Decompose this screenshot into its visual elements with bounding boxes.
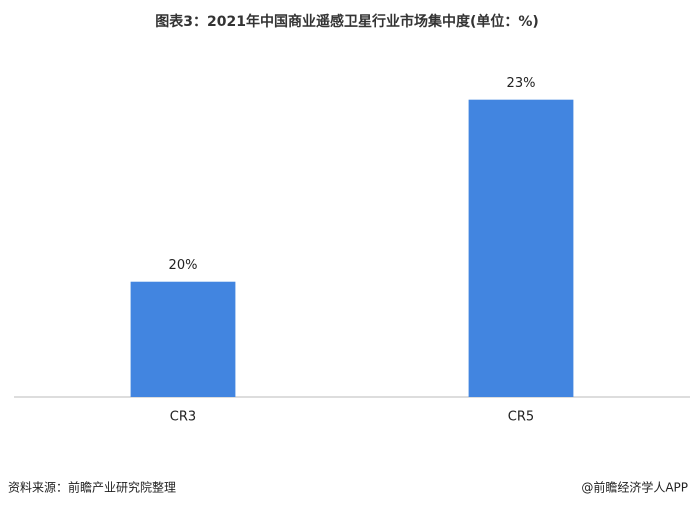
value-label: 23% [507,76,536,91]
credit: @前瞻经济学人APP [581,480,688,495]
x-tick-label: CR3 [170,410,196,425]
bar [468,99,574,397]
value-label: 20% [169,258,198,273]
x-tick-label: CR5 [508,410,534,425]
source: 资料来源：前瞻产业研究院整理 [8,480,176,495]
chart-title: 图表3：2021年中国商业遥感卫星行业市场集中度(单位：%) [155,13,539,30]
bar [130,281,236,397]
